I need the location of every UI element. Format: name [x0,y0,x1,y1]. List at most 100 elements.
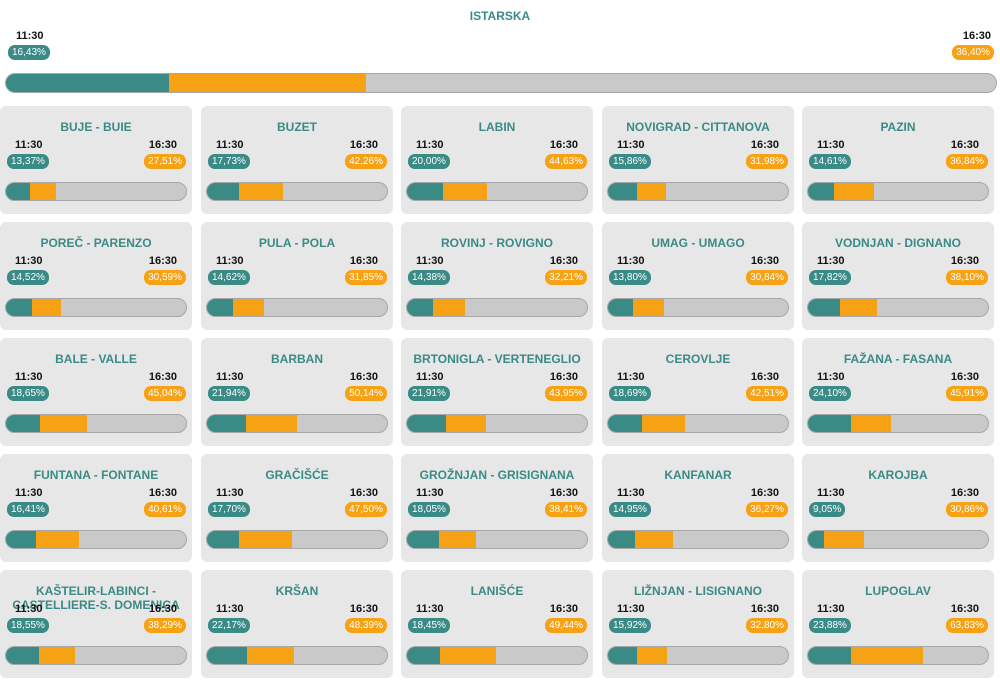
time-label-1630: 16:30 [148,255,177,267]
bar-segment-1630 [39,647,75,664]
time-label-1630: 16:30 [549,255,578,267]
municipality-name: LANIŠĆE [470,584,524,598]
time-label-1630: 16:30 [950,603,979,615]
value-1130-label: 18,69% [609,386,651,401]
time-label-1630: 16:30 [349,371,378,383]
turnout-bar [607,182,789,201]
value-1630-label: 30,84% [746,270,788,285]
time-label-1630: 16:30 [950,255,979,267]
value-1630-label: 36,84% [946,154,988,169]
time-label-1130: 11:30 [15,371,43,383]
value-1630-label: 50,14% [345,386,387,401]
time-label-1630: 16:30 [750,371,779,383]
value-1130-label: 18,65% [7,386,49,401]
bar-segment-1130 [608,647,637,664]
turnout-bar [206,646,388,665]
summary-value-1130: 16,43% [8,45,50,60]
value-1630-label: 31,98% [746,154,788,169]
municipality-card: CEROVLJE 11:30 16:30 18,69% 42,51% [602,338,794,446]
value-1630-label: 42,26% [345,154,387,169]
time-label-1630: 16:30 [549,139,578,151]
municipality-card: PAZIN 11:30 16:30 14,61% 36,84% [802,106,994,214]
bar-segment-1630 [636,183,666,200]
bar-segment-1130 [407,183,443,200]
turnout-bar [807,182,989,201]
municipality-name: PAZIN [880,120,916,134]
time-label-1630: 16:30 [750,139,779,151]
municipality-name: BARBAN [271,352,323,366]
bar-segment-1630 [238,183,284,200]
value-1630-label: 38,41% [545,502,587,517]
value-1130-label: 18,05% [408,502,450,517]
time-label-1630: 16:30 [349,603,378,615]
municipality-card: POREČ - PARENZO 11:30 16:30 14,52% 30,59% [0,222,192,330]
summary-bar-1630 [168,74,367,92]
municipality-card: KAROJBA 11:30 16:30 9,05% 30,86% [802,454,994,562]
bar-segment-1130 [608,415,642,432]
value-1630-label: 32,80% [746,618,788,633]
bar-segment-1130 [608,299,633,316]
municipality-name: FUNTANA - FONTANE [33,468,159,482]
municipality-name: KANFANAR [664,468,732,482]
time-label-1130: 11:30 [15,603,43,615]
value-1630-label: 42,51% [746,386,788,401]
bar-segment-1130 [808,415,852,432]
bar-segment-1130 [207,415,247,432]
municipality-card: BUJE - BUIE 11:30 16:30 13,37% 27,51% [0,106,192,214]
municipality-name: CEROVLJE [665,352,731,366]
time-label-1630: 16:30 [750,603,779,615]
value-1130-label: 22,17% [208,618,250,633]
value-1630-label: 30,59% [144,270,186,285]
bar-segment-1130 [6,415,40,432]
time-label-1130: 11:30 [416,603,444,615]
summary-value-1630: 36,40% [952,45,994,60]
bar-segment-1630 [636,647,668,664]
bar-segment-1130 [407,531,440,548]
time-label-1130: 11:30 [817,487,845,499]
turnout-bar [406,298,588,317]
turnout-bar [5,646,187,665]
municipality-name: UMAG - UMAGO [651,236,745,250]
value-1630-label: 45,04% [144,386,186,401]
time-label-1130: 11:30 [817,255,845,267]
time-label-1130: 11:30 [416,139,444,151]
municipality-name: GROŽNJAN - GRISIGNANA [419,468,575,482]
time-label-1630: 16:30 [148,603,177,615]
bar-segment-1130 [608,183,637,200]
bar-segment-1630 [246,415,298,432]
time-label-1130: 11:30 [817,139,845,151]
time-label-1630: 16:30 [549,487,578,499]
time-label-1130: 11:30 [216,255,244,267]
time-label-1130: 11:30 [15,139,43,151]
municipality-name: BUJE - BUIE [60,120,132,134]
time-label-1130: 11:30 [817,371,845,383]
turnout-bar [406,414,588,433]
value-1130-label: 16,41% [7,502,49,517]
turnout-bar [607,414,789,433]
municipality-card: NOVIGRAD - CITTANOVA 11:30 16:30 15,86% 31,9… [602,106,794,214]
bar-segment-1630 [641,415,685,432]
municipality-card: BRTONIGLA - VERTENEGLIO 11:30 16:30 21,91% 4… [401,338,593,446]
bar-segment-1630 [246,647,295,664]
time-label-1630: 16:30 [549,603,578,615]
municipality-card: LUPOGLAV 11:30 16:30 23,88% 63,83% [802,570,994,678]
time-label-1130: 11:30 [15,487,43,499]
time-label-1130: 11:30 [15,255,43,267]
turnout-bar [406,182,588,201]
time-label-1130: 11:30 [617,255,645,267]
bar-segment-1130 [808,183,835,200]
value-1630-label: 32,21% [545,270,587,285]
value-1130-label: 21,91% [408,386,450,401]
municipality-card: KAŠTELIR-LABINCI - CASTELLIERE-S. DOMENI… [0,570,192,678]
value-1130-label: 14,62% [208,270,250,285]
municipality-name: BALE - VALLE [55,352,137,366]
turnout-bar [406,646,588,665]
municipality-name: LIŽNJAN - LISIGNANO [634,584,762,598]
time-label-1630: 16:30 [349,255,378,267]
value-1130-label: 18,55% [7,618,49,633]
municipality-name: LABIN [478,120,516,134]
turnout-bar [807,414,989,433]
time-label-1130: 11:30 [817,603,845,615]
bar-segment-1130 [207,647,247,664]
time-label-1130: 11:30 [416,487,444,499]
